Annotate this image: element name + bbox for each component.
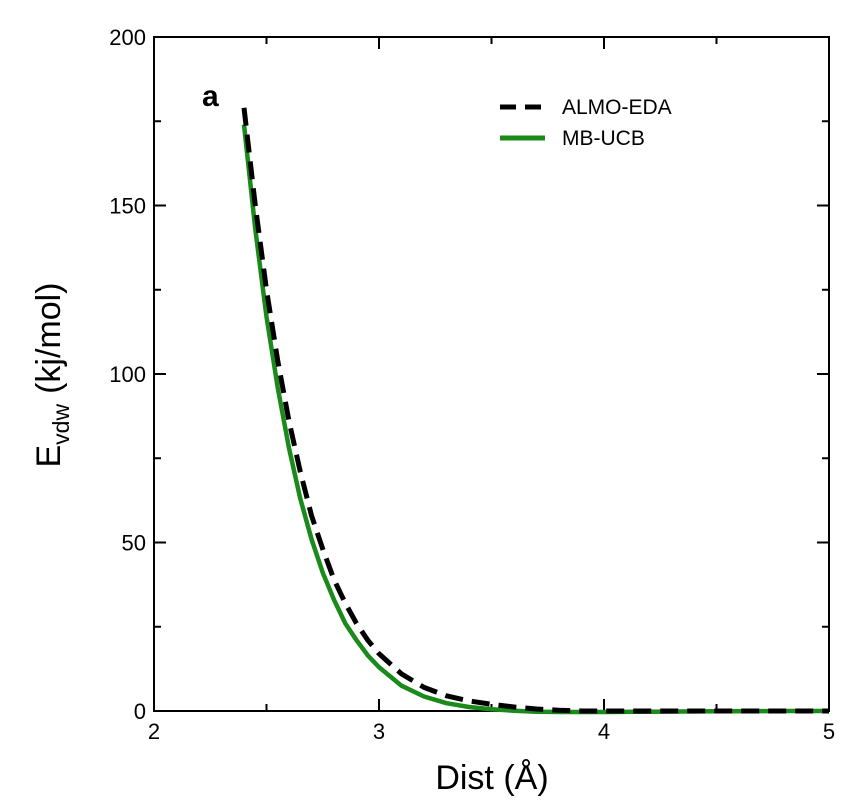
legend: ALMO-EDA MB-UCB bbox=[500, 96, 672, 150]
x-tick-label: 2 bbox=[148, 719, 160, 744]
y-axis-title-unit: (kj/mol) bbox=[30, 282, 68, 393]
x-tick-label: 5 bbox=[823, 719, 835, 744]
series-line-mb-ucb bbox=[241, 124, 829, 715]
y-tick-label: 200 bbox=[109, 25, 146, 50]
x-tick-label: 3 bbox=[373, 719, 385, 744]
series-layer bbox=[241, 107, 829, 715]
y-tick-label: 150 bbox=[109, 194, 146, 219]
plot-area bbox=[153, 36, 830, 712]
y-tick-label: 100 bbox=[109, 362, 146, 387]
axis-ticks bbox=[153, 36, 830, 712]
y-axis-title: Evdw (kj/mol) bbox=[30, 282, 74, 467]
plot-frame bbox=[153, 36, 830, 712]
y-tick-label: 0 bbox=[134, 699, 146, 724]
y-axis-title-main: E bbox=[30, 445, 68, 468]
svg-text:Evdw(kj/mol): Evdw (kj/mol) bbox=[30, 282, 74, 467]
x-tick-label: 4 bbox=[598, 719, 610, 744]
series-line-almo-eda bbox=[241, 107, 829, 714]
legend-label-mb-ucb: MB-UCB bbox=[562, 127, 645, 150]
legend-label-almo-eda: ALMO-EDA bbox=[562, 96, 672, 119]
x-axis-title: Dist (Å) bbox=[435, 759, 548, 797]
y-axis-title-subscript: vdw bbox=[48, 404, 74, 445]
y-tick-label: 50 bbox=[122, 531, 146, 556]
panel-label: a bbox=[202, 80, 219, 113]
